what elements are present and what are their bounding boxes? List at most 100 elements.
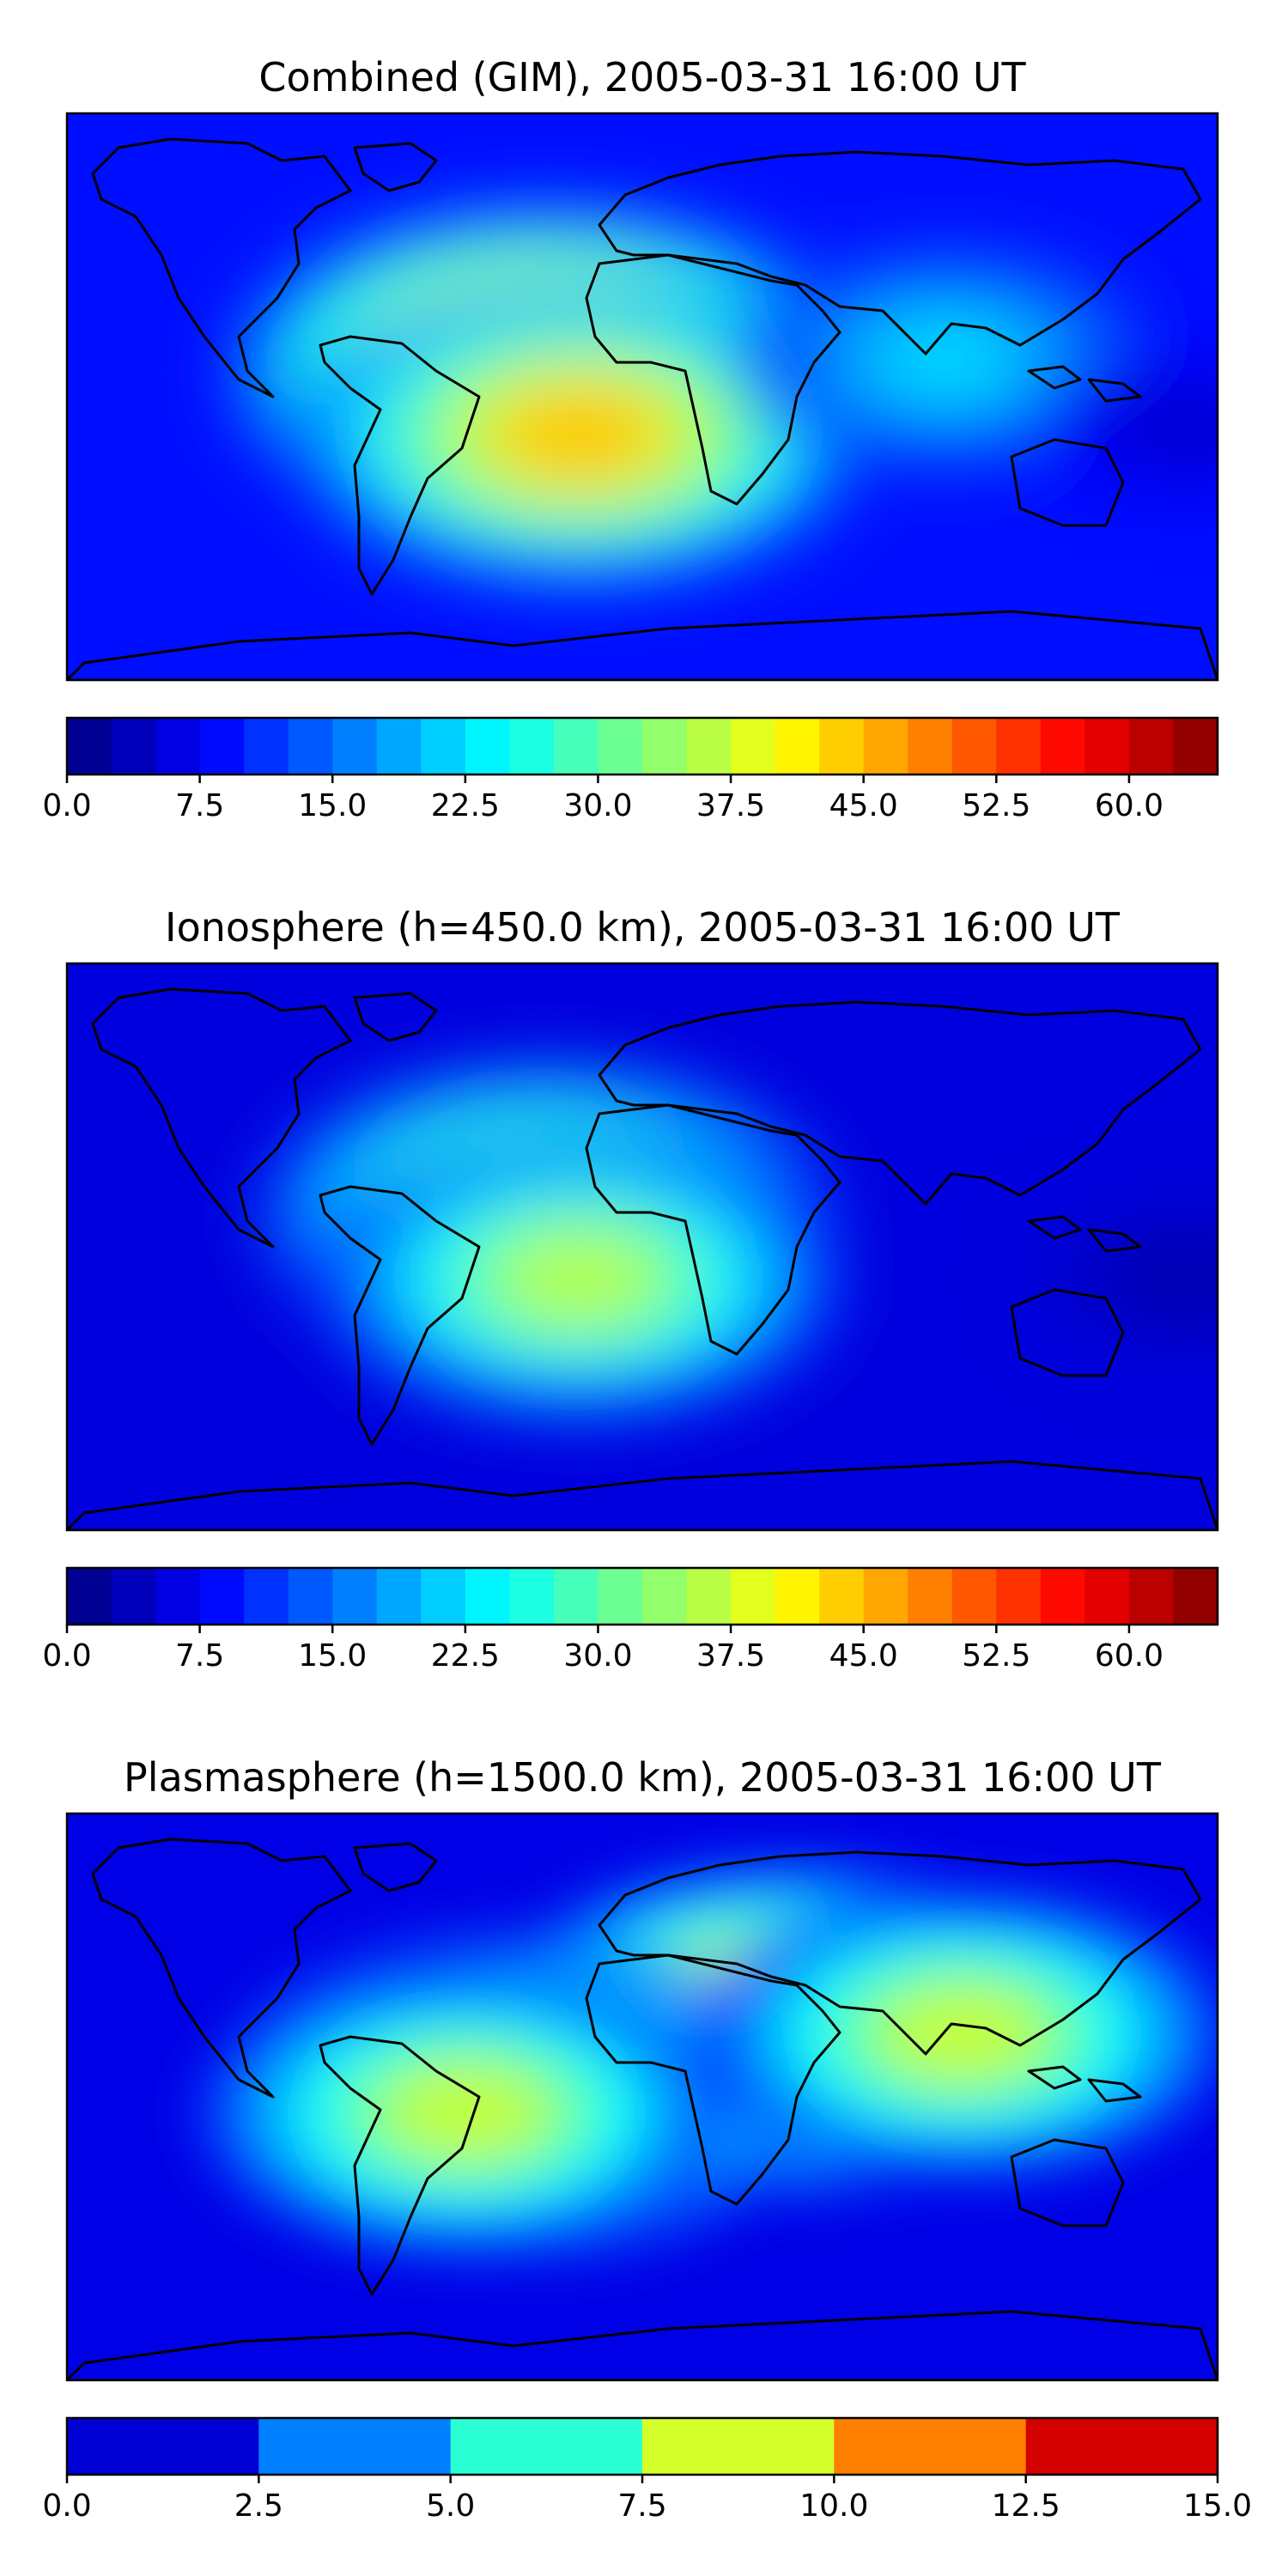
chart-1-colorbar-tick-2: 7.5	[175, 788, 224, 823]
chart-3-colorbar-level-1	[67, 2418, 259, 2475]
chart-2-colorbar-tick-1: 0.0	[42, 1638, 91, 1674]
chart-1-feature-4-level-5	[1138, 400, 1218, 456]
chart-2-colorbar-level-3	[155, 1568, 201, 1625]
chart-1-colorbar-tick-8: 52.5	[962, 788, 1030, 823]
chart-2-colorbar-level-23	[1040, 1568, 1085, 1625]
chart-3-colorbar-tick-6: 12.5	[992, 2488, 1060, 2524]
chart-1-colorbar-level-8	[376, 718, 422, 775]
chart-2-colorbar-level-19	[863, 1568, 908, 1625]
chart-3-colorbar-tick-3: 5.0	[426, 2488, 475, 2524]
chart-3-colorbar-tick-5: 10.0	[799, 2488, 868, 2524]
chart-1-colorbar-level-13	[598, 718, 643, 775]
chart-2-colorbar-level-1	[67, 1568, 112, 1625]
chart-1-colorbar-level-1	[67, 718, 112, 775]
chart-2-colorbar-level-9	[421, 1568, 466, 1625]
chart-3-title: Plasmasphere (h=1500.0 km), 2005-03-31 1…	[124, 1754, 1162, 1801]
chart-2-colorbar-tick-9: 60.0	[1095, 1638, 1163, 1674]
chart-1-colorbar-level-24	[1084, 718, 1130, 775]
chart-3-frame	[65, 1812, 1219, 2382]
chart-2-colorbar-level-5	[244, 1568, 289, 1625]
chart-1-colorbar-level-12	[553, 718, 599, 775]
chart-2-colorbar-level-2	[111, 1568, 156, 1625]
chart-2-colorbar-level-16	[731, 1568, 776, 1625]
chart-1-colorbar-level-6	[288, 718, 333, 775]
chart-1-colorbar-level-22	[996, 718, 1042, 775]
chart-2-colorbar-level-7	[332, 1568, 378, 1625]
chart-3-map	[65, 1812, 1219, 2382]
chart-2-colorbar-tick-3: 15.0	[298, 1638, 367, 1674]
chart-1-feature-3-level-5	[880, 320, 1012, 398]
chart-1-colorbar-level-3	[155, 718, 201, 775]
chart-1-colorbar-level-16	[731, 718, 776, 775]
chart-2-feature-3-level-5	[1137, 1250, 1218, 1307]
chart-2-colorbar-tick-7: 45.0	[829, 1638, 898, 1674]
chart-3-feature-4-level-5	[382, 2063, 550, 2161]
chart-3-colorbar-tick-1: 0.0	[42, 2488, 91, 2524]
chart-1-colorbar-tick-5: 30.0	[563, 788, 632, 823]
chart-2-colorbar-level-8	[376, 1568, 422, 1625]
chart-1-feature-2-level-5	[489, 383, 667, 486]
chart-3-colorbar-tick-2: 2.5	[234, 2488, 283, 2524]
chart-1-colorbar-level-23	[1040, 718, 1085, 775]
chart-1-colorbar-level-7	[332, 718, 378, 775]
chart-1-map	[65, 112, 1219, 682]
chart-2-colorbar-level-21	[951, 1568, 997, 1625]
chart-2-colorbar-level-4	[199, 1568, 245, 1625]
chart-2-colorbar-level-22	[996, 1568, 1042, 1625]
chart-1-colorbar-level-17	[775, 718, 820, 775]
chart-2-title: Ionosphere (h=450.0 km), 2005-03-31 16:0…	[165, 904, 1121, 951]
chart-1-colorbar-level-26	[1173, 718, 1218, 775]
chart-1-colorbar-tick-4: 22.5	[431, 788, 500, 823]
chart-1-colorbar-level-4	[199, 718, 245, 775]
chart-1-colorbar-level-25	[1128, 718, 1175, 775]
chart-3-colorbar-level-4	[642, 2418, 835, 2475]
chart-2-colorbar-level-10	[465, 1568, 510, 1625]
chart-2-colorbar-level-25	[1128, 1568, 1175, 1625]
chart-1-colorbar-level-18	[819, 718, 865, 775]
chart-1-colorbar-tick-7: 45.0	[829, 788, 898, 823]
chart-2-colorbar-level-12	[553, 1568, 599, 1625]
chart-1-colorbar-level-14	[642, 718, 688, 775]
chart-3-colorbar-level-2	[258, 2418, 452, 2475]
chart-1-title: Combined (GIM), 2005-03-31 16:00 UT	[258, 54, 1026, 100]
chart-2-colorbar-level-18	[819, 1568, 865, 1625]
chart-1-frame	[65, 112, 1219, 682]
chart-2-colorbar-level-6	[288, 1568, 333, 1625]
chart-1-colorbar-tick-6: 37.5	[696, 788, 765, 823]
chart-3-colorbar-level-3	[450, 2418, 643, 2475]
chart-2-colorbar-level-13	[598, 1568, 643, 1625]
chart-3-colorbar-tick-7: 15.0	[1183, 2488, 1252, 2524]
chart-2-colorbar-tick-2: 7.5	[175, 1638, 224, 1674]
chart-1-colorbar-level-15	[686, 718, 732, 775]
chart-2-map	[65, 962, 1219, 1532]
chart-2-colorbar-level-24	[1084, 1568, 1130, 1625]
chart-2-feature-2-level-5	[495, 1230, 662, 1327]
chart-1-colorbar-level-19	[863, 718, 908, 775]
chart-1-colorbar-tick-3: 15.0	[298, 788, 367, 823]
chart-2-colorbar-level-14	[642, 1568, 688, 1625]
chart-2-colorbar-tick-5: 30.0	[563, 1638, 632, 1674]
chart-2-colorbar-level-20	[908, 1568, 953, 1625]
chart-2-colorbar-level-26	[1173, 1568, 1218, 1625]
chart-1-colorbar-level-20	[908, 718, 953, 775]
chart-2-colorbar-level-11	[509, 1568, 555, 1625]
chart-1-colorbar: 0.0 7.5 15.0 22.5 30.0 37.5 45.0 52.5 60.0	[42, 716, 1219, 823]
chart-2-colorbar-tick-4: 22.5	[431, 1638, 500, 1674]
chart-1-colorbar-tick-9: 60.0	[1095, 788, 1163, 823]
chart-1-colorbar-level-11	[509, 718, 555, 775]
chart-2-colorbar-level-17	[775, 1568, 820, 1625]
chart-1-colorbar-level-5	[244, 718, 289, 775]
chart-3-colorbar: 0.0 2.5 5.0 7.5 10.0 12.5 15.0	[42, 2416, 1252, 2524]
chart-1-colorbar-level-21	[951, 718, 997, 775]
chart-2-frame	[65, 962, 1219, 1532]
chart-2-colorbar-level-15	[686, 1568, 732, 1625]
chart-2-colorbar: 0.0 7.5 15.0 22.5 30.0 37.5 45.0 52.5 60.0	[42, 1566, 1219, 1674]
chart-1-colorbar-tick-1: 0.0	[42, 788, 91, 823]
chart-2-colorbar-tick-6: 37.5	[696, 1638, 765, 1674]
chart-3-feature-3-level-5	[878, 1985, 1046, 2083]
chart-1-colorbar-level-10	[465, 718, 510, 775]
chart-1-colorbar-level-9	[421, 718, 466, 775]
chart-3-colorbar-tick-4: 7.5	[617, 2488, 666, 2524]
chart-2-colorbar-tick-8: 52.5	[962, 1638, 1030, 1674]
